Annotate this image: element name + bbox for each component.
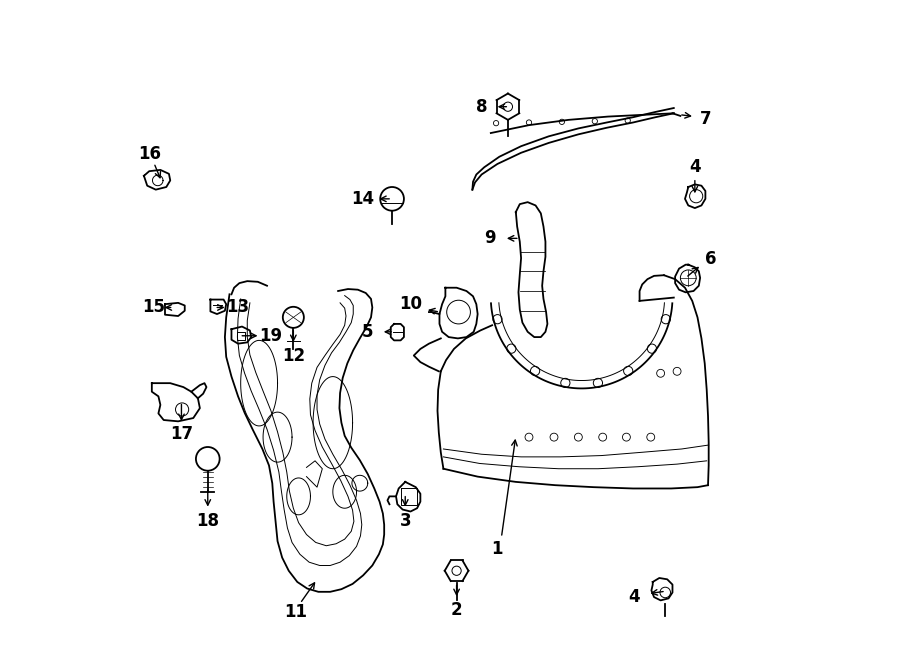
Text: 11: 11: [284, 603, 307, 621]
Text: 17: 17: [170, 426, 193, 444]
Text: 5: 5: [362, 323, 374, 341]
Text: 2: 2: [451, 602, 463, 619]
Text: 13: 13: [227, 299, 249, 317]
Text: 9: 9: [483, 229, 495, 247]
Text: 6: 6: [705, 251, 716, 268]
Text: 4: 4: [689, 158, 701, 176]
Text: 7: 7: [699, 110, 711, 128]
Text: 12: 12: [282, 346, 305, 364]
Text: 14: 14: [352, 190, 374, 208]
Text: 4: 4: [628, 588, 640, 606]
Text: 10: 10: [399, 295, 422, 313]
Text: 3: 3: [400, 512, 411, 530]
Text: 16: 16: [139, 145, 161, 163]
Text: 1: 1: [491, 540, 503, 558]
Text: 19: 19: [259, 327, 283, 345]
Text: 15: 15: [142, 299, 166, 317]
Text: 18: 18: [196, 512, 220, 530]
Text: 8: 8: [476, 98, 487, 116]
